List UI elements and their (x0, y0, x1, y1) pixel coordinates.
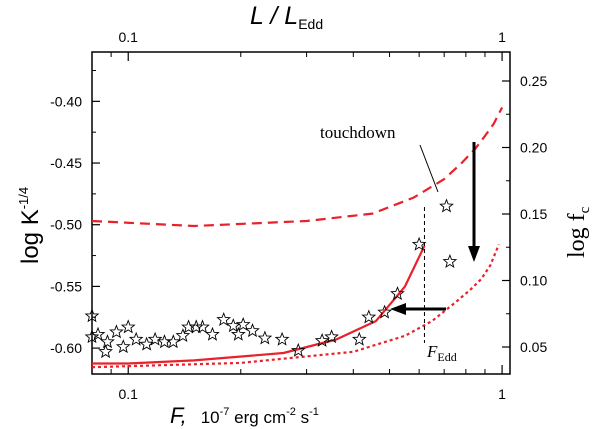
star-point (351, 331, 367, 346)
y-right-tick-label: 0.15 (520, 206, 547, 222)
y-right-tick-label: 0.20 (520, 140, 547, 156)
y-right-tick-label: 0.25 (520, 73, 547, 89)
star-point (109, 324, 124, 339)
star-point (290, 342, 306, 357)
star-point (165, 334, 181, 349)
star-point (314, 332, 330, 347)
fedd-label: FEdd (426, 342, 457, 364)
x-tick-label: 0.1 (118, 386, 138, 402)
touchdown-label: touchdown (320, 123, 396, 142)
series-line-dotted (91, 244, 500, 369)
star-point (439, 198, 454, 213)
star-point (128, 331, 144, 346)
x-tick-label: 1 (498, 386, 506, 402)
series-layer (91, 106, 504, 369)
y-right-axis-title: log fc (564, 206, 593, 258)
top-axis-title: L / LEdd (250, 2, 323, 32)
star-point (90, 326, 106, 341)
y-right-tick-label: 0.05 (520, 339, 547, 355)
star-point (361, 309, 377, 324)
star-point (390, 286, 405, 301)
star-point (274, 331, 290, 346)
left-arrow (390, 303, 446, 315)
y-left-tick-label: -0.40 (50, 93, 82, 109)
star-point (230, 326, 246, 341)
star-point (257, 330, 273, 345)
y-left-tick-label: -0.60 (50, 340, 82, 356)
top-tick-label: 0.1 (118, 29, 138, 45)
star-point (205, 326, 220, 341)
down-arrow (468, 142, 480, 262)
top-axis-ticks (91, 52, 503, 61)
star-point (235, 316, 251, 331)
star-point (216, 311, 231, 327)
star-point (195, 319, 210, 334)
top-tick-label: 1 (498, 29, 506, 45)
y-left-tick-label: -0.50 (50, 217, 82, 233)
y-left-axis-title: log K-1/4 (16, 187, 44, 264)
star-point (120, 319, 136, 334)
x-axis-title: F, 10-7 erg cm-2 s-1 (170, 403, 319, 428)
star-point (139, 336, 154, 351)
left-axis-ticks (92, 70, 100, 349)
bottom-axis-ticks (91, 365, 503, 374)
star-point (377, 304, 392, 319)
star-point (442, 253, 458, 269)
star-point (147, 331, 163, 346)
star-point (100, 334, 115, 349)
star-point (411, 236, 427, 251)
y-left-tick-label: -0.45 (50, 155, 82, 171)
series-line-dashed (91, 106, 504, 228)
star-point (324, 329, 339, 344)
touchdown-pointer (419, 144, 439, 193)
star-point (175, 328, 191, 342)
star-point (245, 323, 260, 338)
series-line-solid (92, 245, 426, 365)
star-point (98, 344, 113, 359)
right-axis-ticks (502, 80, 510, 348)
observation-stars (84, 198, 458, 359)
star-point (84, 329, 100, 344)
plot-frame (91, 51, 511, 375)
star-point (115, 339, 131, 354)
y-right-tick-label: 0.10 (520, 273, 547, 289)
y-left-tick-label: -0.55 (50, 278, 82, 294)
star-point (84, 308, 100, 323)
